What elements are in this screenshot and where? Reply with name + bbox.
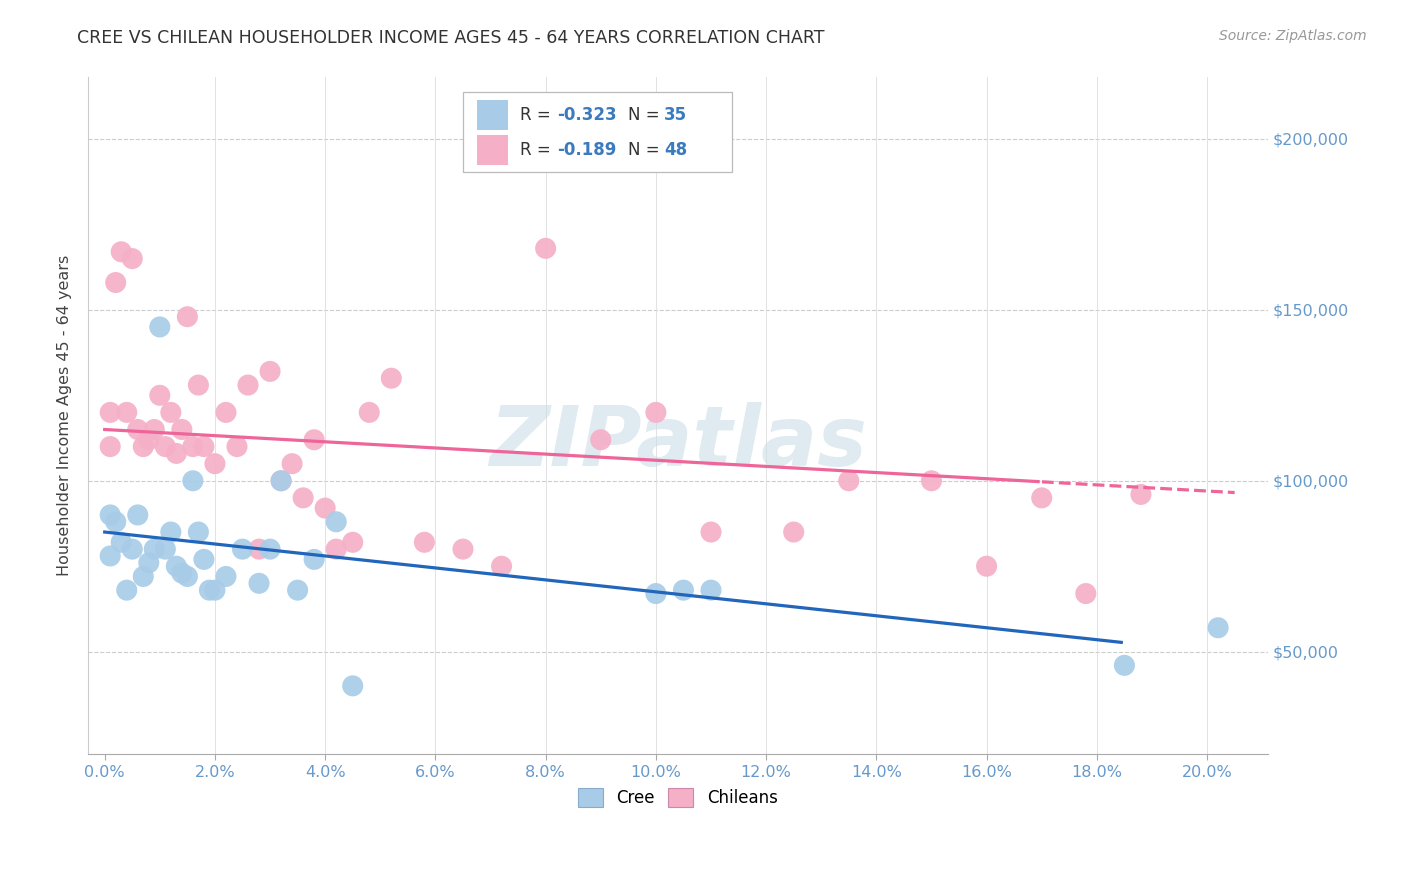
Point: [259, 364, 281, 378]
Point: [143, 542, 166, 557]
Point: [138, 433, 160, 447]
Point: [98, 440, 121, 454]
Point: [127, 422, 149, 436]
Point: [215, 569, 238, 583]
Text: ZIPatlas: ZIPatlas: [489, 402, 868, 483]
Point: [259, 542, 281, 557]
Point: [170, 422, 193, 436]
Text: 35: 35: [664, 105, 688, 124]
Point: [359, 405, 381, 419]
Point: [132, 569, 155, 583]
Point: [149, 320, 172, 334]
Point: [204, 457, 226, 471]
Point: [110, 244, 132, 259]
Legend: Cree, Chileans: Cree, Chileans: [572, 781, 785, 814]
Point: [149, 388, 172, 402]
Point: [155, 440, 177, 454]
Point: [98, 549, 121, 563]
Point: [270, 474, 292, 488]
Point: [226, 440, 249, 454]
FancyBboxPatch shape: [478, 135, 508, 165]
Point: [287, 583, 309, 598]
Point: [104, 276, 127, 290]
Point: [132, 440, 155, 454]
Point: [236, 378, 259, 392]
Point: [380, 371, 402, 385]
Text: 48: 48: [664, 141, 688, 159]
Point: [176, 310, 198, 324]
Point: [281, 457, 304, 471]
Point: [127, 508, 149, 522]
Point: [302, 433, 325, 447]
Point: [181, 474, 204, 488]
Point: [325, 515, 347, 529]
Point: [115, 583, 138, 598]
Point: [193, 552, 215, 566]
Text: N =: N =: [628, 105, 665, 124]
Point: [98, 405, 121, 419]
Point: [451, 542, 474, 557]
Point: [921, 474, 943, 488]
Point: [198, 583, 221, 598]
Point: [215, 405, 238, 419]
Point: [165, 559, 187, 574]
Point: [110, 535, 132, 549]
Text: R =: R =: [520, 141, 555, 159]
Point: [700, 524, 723, 539]
Point: [165, 446, 187, 460]
Point: [672, 583, 695, 598]
Text: R =: R =: [520, 105, 555, 124]
Point: [1129, 487, 1152, 501]
Point: [115, 405, 138, 419]
Point: [314, 501, 336, 516]
Point: [155, 542, 177, 557]
Text: Source: ZipAtlas.com: Source: ZipAtlas.com: [1219, 29, 1367, 43]
Point: [413, 535, 436, 549]
Point: [644, 405, 666, 419]
Point: [491, 559, 513, 574]
Point: [104, 515, 127, 529]
Point: [1114, 658, 1136, 673]
Point: [1074, 586, 1097, 600]
Point: [187, 378, 209, 392]
Point: [247, 542, 270, 557]
Point: [138, 556, 160, 570]
Point: [782, 524, 804, 539]
Point: [121, 542, 143, 557]
Point: [270, 474, 292, 488]
Point: [98, 508, 121, 522]
Point: [1031, 491, 1053, 505]
Point: [181, 440, 204, 454]
Point: [325, 542, 347, 557]
Text: CREE VS CHILEAN HOUSEHOLDER INCOME AGES 45 - 64 YEARS CORRELATION CHART: CREE VS CHILEAN HOUSEHOLDER INCOME AGES …: [77, 29, 825, 46]
FancyBboxPatch shape: [463, 93, 733, 172]
Point: [187, 524, 209, 539]
Point: [247, 576, 270, 591]
Point: [193, 440, 215, 454]
Point: [160, 524, 183, 539]
Point: [176, 569, 198, 583]
Y-axis label: Householder Income Ages 45 - 64 years: Householder Income Ages 45 - 64 years: [58, 255, 72, 576]
Point: [644, 586, 666, 600]
Point: [342, 535, 364, 549]
Point: [204, 583, 226, 598]
Point: [160, 405, 183, 419]
Text: -0.189: -0.189: [558, 141, 617, 159]
Point: [589, 433, 612, 447]
Point: [292, 491, 315, 505]
Point: [700, 583, 723, 598]
Text: -0.323: -0.323: [558, 105, 617, 124]
Point: [302, 552, 325, 566]
Point: [231, 542, 253, 557]
Point: [1206, 621, 1229, 635]
Point: [838, 474, 860, 488]
FancyBboxPatch shape: [478, 100, 508, 129]
Point: [534, 241, 557, 255]
Text: N =: N =: [628, 141, 665, 159]
Point: [121, 252, 143, 266]
Point: [976, 559, 998, 574]
Point: [143, 422, 166, 436]
Point: [170, 566, 193, 580]
Point: [342, 679, 364, 693]
